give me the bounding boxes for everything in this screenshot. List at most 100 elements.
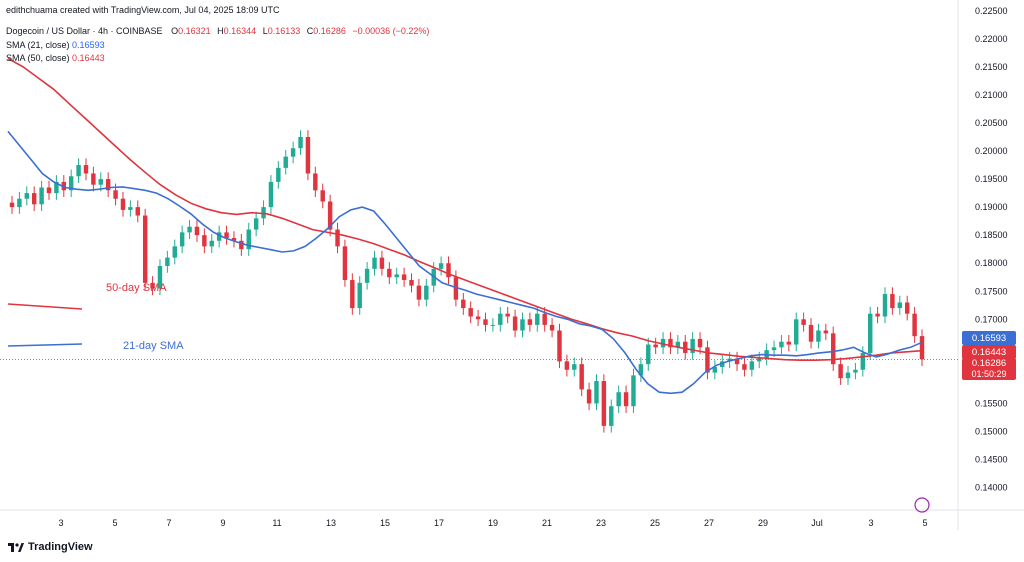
candle-body <box>364 268 370 283</box>
candle-body <box>276 167 281 182</box>
sma50-annotation: 50-day SMA <box>106 282 167 294</box>
candle-body <box>290 148 296 157</box>
candle-body <box>890 294 895 309</box>
candle-body <box>194 226 200 236</box>
candle-body <box>305 137 311 174</box>
candle-body <box>320 190 325 202</box>
candle-body <box>838 364 843 379</box>
candle-body <box>520 319 525 331</box>
candle-body <box>675 341 681 348</box>
y-tick-label: 0.18000 <box>975 258 1008 268</box>
last-price-tag: 0.16286 01:50:29 <box>962 358 1016 380</box>
candle-body <box>83 165 89 174</box>
candle-body <box>461 299 466 309</box>
candle-body <box>579 364 584 390</box>
candle-body <box>794 319 799 345</box>
low-value: 0.16133 <box>267 26 301 36</box>
candle-body <box>187 226 192 233</box>
x-tick-label: 13 <box>326 518 336 528</box>
candle-body <box>720 361 725 367</box>
candle-body <box>683 341 688 353</box>
candle-body <box>120 198 126 210</box>
low-label: L <box>262 26 268 36</box>
sma21-annotation: 21-day SMA <box>123 340 184 352</box>
symbol-title: Dogecoin / US Dollar · 4h · COINBASE <box>6 26 163 36</box>
y-tick-label: 0.20000 <box>975 146 1008 156</box>
x-tick-label: 23 <box>596 518 606 528</box>
candle-body <box>165 257 170 267</box>
candle-body <box>549 324 555 331</box>
candle-body <box>535 313 540 325</box>
y-tick-label: 0.20500 <box>975 118 1008 128</box>
candle-body <box>17 198 22 208</box>
candle-body <box>853 369 858 373</box>
change-value: −0.00036 (−0.22%) <box>352 26 430 36</box>
y-tick-label: 0.17000 <box>975 314 1008 324</box>
x-tick-label: 11 <box>272 518 281 528</box>
candle-body <box>527 319 533 325</box>
candle-body <box>557 330 562 362</box>
candle-body <box>808 324 814 342</box>
candle-body <box>542 313 547 325</box>
candle-body <box>660 338 666 348</box>
sma21-legend[interactable]: SMA (21, close) 0.16593 <box>6 40 105 50</box>
candle-body <box>446 263 451 278</box>
sma50-legend-value: 0.16443 <box>72 53 105 63</box>
x-tick-label: 7 <box>166 518 171 528</box>
candle-body <box>653 344 658 348</box>
candle-body <box>31 193 37 205</box>
candle-body <box>172 246 177 258</box>
candle-body <box>135 207 140 216</box>
candle-body <box>224 232 229 238</box>
x-tick-label: 17 <box>434 518 444 528</box>
candle-body <box>54 181 59 194</box>
candle-body <box>150 282 155 289</box>
candle-body <box>298 137 303 149</box>
candle-body <box>39 187 44 205</box>
candle-body <box>616 392 621 407</box>
open-value: 0.16321 <box>178 26 211 36</box>
candle-body <box>401 274 407 281</box>
x-tick-label: 5 <box>922 518 927 528</box>
x-tick-label: 3 <box>58 518 63 528</box>
x-tick-label: 21 <box>542 518 552 528</box>
candle-body <box>246 229 251 250</box>
sma50-price-tag: 0.16443 <box>962 345 1016 359</box>
tradingview-logo[interactable]: TradingView <box>8 541 93 553</box>
candle-body <box>261 207 266 219</box>
candle-body <box>394 274 399 278</box>
candle-body <box>912 313 917 337</box>
tradingview-logo-icon <box>8 542 24 552</box>
candle-body <box>424 285 429 300</box>
close-value: 0.16286 <box>313 26 346 36</box>
candle-body <box>490 324 496 326</box>
x-tick-label: 25 <box>650 518 660 528</box>
candle-body <box>564 361 570 370</box>
candle-body <box>416 285 422 300</box>
candle-body <box>771 347 777 351</box>
candle-body <box>882 294 888 317</box>
y-tick-label: 0.14500 <box>975 455 1008 465</box>
candle-body <box>609 406 614 426</box>
candle-body <box>646 344 651 365</box>
candle-body <box>845 372 851 379</box>
candle-body <box>483 319 488 325</box>
candle-body <box>498 313 503 325</box>
x-tick-label: Jul <box>811 518 823 528</box>
x-tick-label: 19 <box>488 518 498 528</box>
candle-body <box>779 341 784 348</box>
y-tick-label: 0.18500 <box>975 230 1008 240</box>
candle-body <box>209 240 214 247</box>
candle-body <box>638 364 644 376</box>
candle-body <box>786 341 792 345</box>
candle-body <box>142 215 148 283</box>
open-label: O <box>171 26 179 36</box>
sma50-legend[interactable]: SMA (50, close) 0.16443 <box>6 53 105 63</box>
candle-body <box>283 156 288 168</box>
candle-body <box>505 313 510 317</box>
candle-body <box>313 173 318 191</box>
candle-body <box>475 316 481 320</box>
x-tick-label: 3 <box>868 518 873 528</box>
y-tick-label: 0.21000 <box>975 90 1008 100</box>
